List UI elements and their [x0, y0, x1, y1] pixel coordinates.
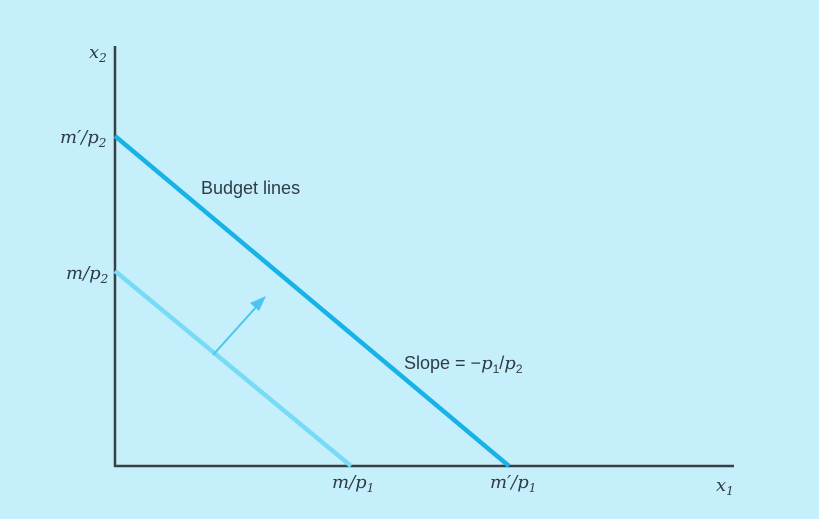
slope-annotation: Slope = −p1/p2 [404, 353, 523, 376]
shift-arrow [212, 296, 266, 356]
x-axis-label: x1 [716, 475, 734, 498]
y-axis-label: x2 [89, 42, 107, 65]
y-intercept-shifted-label: m′/p2 [60, 127, 106, 150]
y-intercept-original-label: m/p2 [66, 263, 108, 286]
x-intercept-shifted-label: m′/p1 [490, 472, 536, 495]
shifted-budget-line [113, 134, 511, 468]
budget-lines-annotation: Budget lines [201, 178, 300, 198]
original-budget-line [113, 269, 353, 468]
x-intercept-original-label: m/p1 [332, 472, 374, 495]
